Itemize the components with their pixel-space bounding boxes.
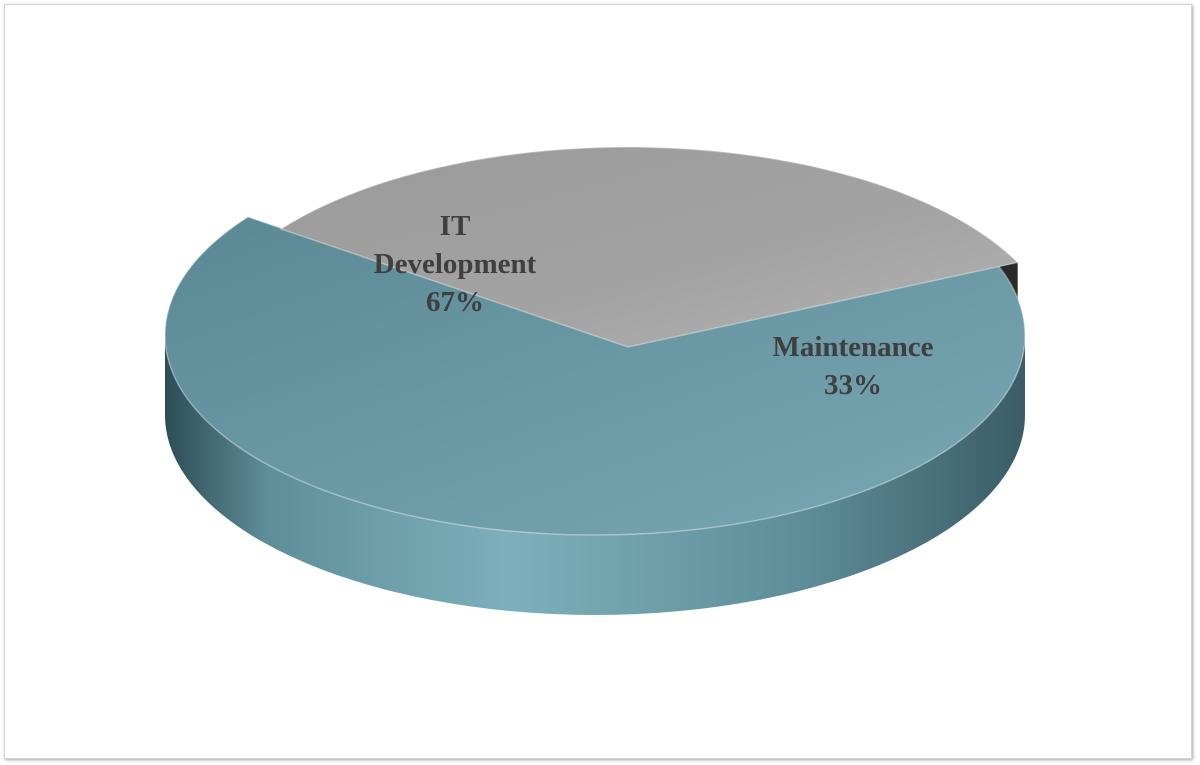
chart-frame: IT Development 67% Maintenance 33% bbox=[4, 4, 1192, 759]
pie-slice-top bbox=[279, 146, 1020, 348]
pie-chart: IT Development 67% Maintenance 33% bbox=[164, 146, 1026, 615]
pie-slice-value-label: 67% bbox=[426, 286, 484, 318]
pie-slice-label: Development bbox=[374, 248, 537, 280]
pie-slice-side bbox=[165, 335, 1025, 615]
pie-slice-value-label: 33% bbox=[824, 369, 882, 401]
pie-slice-label: IT bbox=[440, 210, 471, 242]
pie-slice-label: Maintenance bbox=[772, 331, 933, 363]
